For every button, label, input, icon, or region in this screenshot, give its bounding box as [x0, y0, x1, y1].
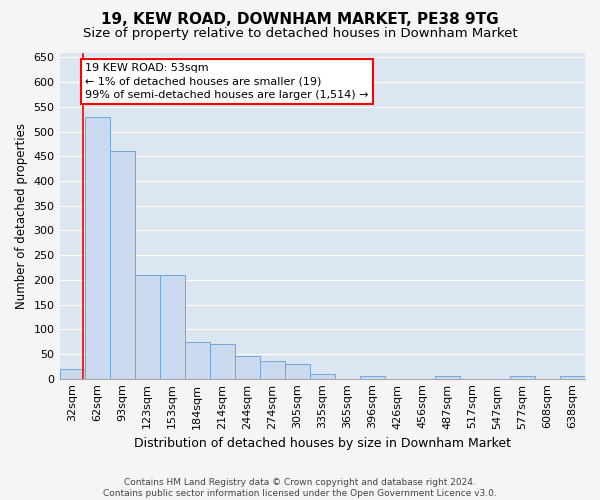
Bar: [134, 275, 160, 378]
Bar: [360, 376, 385, 378]
Bar: [435, 376, 460, 378]
Text: 19, KEW ROAD, DOWNHAM MARKET, PE38 9TG: 19, KEW ROAD, DOWNHAM MARKET, PE38 9TG: [101, 12, 499, 28]
X-axis label: Distribution of detached houses by size in Downham Market: Distribution of detached houses by size …: [134, 437, 511, 450]
Bar: [235, 356, 260, 378]
Bar: [285, 364, 310, 378]
Text: 19 KEW ROAD: 53sqm
← 1% of detached houses are smaller (19)
99% of semi-detached: 19 KEW ROAD: 53sqm ← 1% of detached hous…: [85, 64, 368, 100]
Bar: [260, 362, 285, 378]
Bar: [510, 376, 535, 378]
Bar: [560, 376, 585, 378]
Bar: [160, 275, 185, 378]
Bar: [110, 152, 134, 378]
Text: Contains HM Land Registry data © Crown copyright and database right 2024.
Contai: Contains HM Land Registry data © Crown c…: [103, 478, 497, 498]
Bar: [310, 374, 335, 378]
Bar: [59, 370, 85, 378]
Text: Size of property relative to detached houses in Downham Market: Size of property relative to detached ho…: [83, 28, 517, 40]
Bar: [209, 344, 235, 378]
Bar: [185, 342, 209, 378]
Y-axis label: Number of detached properties: Number of detached properties: [15, 122, 28, 308]
Bar: [85, 116, 110, 378]
